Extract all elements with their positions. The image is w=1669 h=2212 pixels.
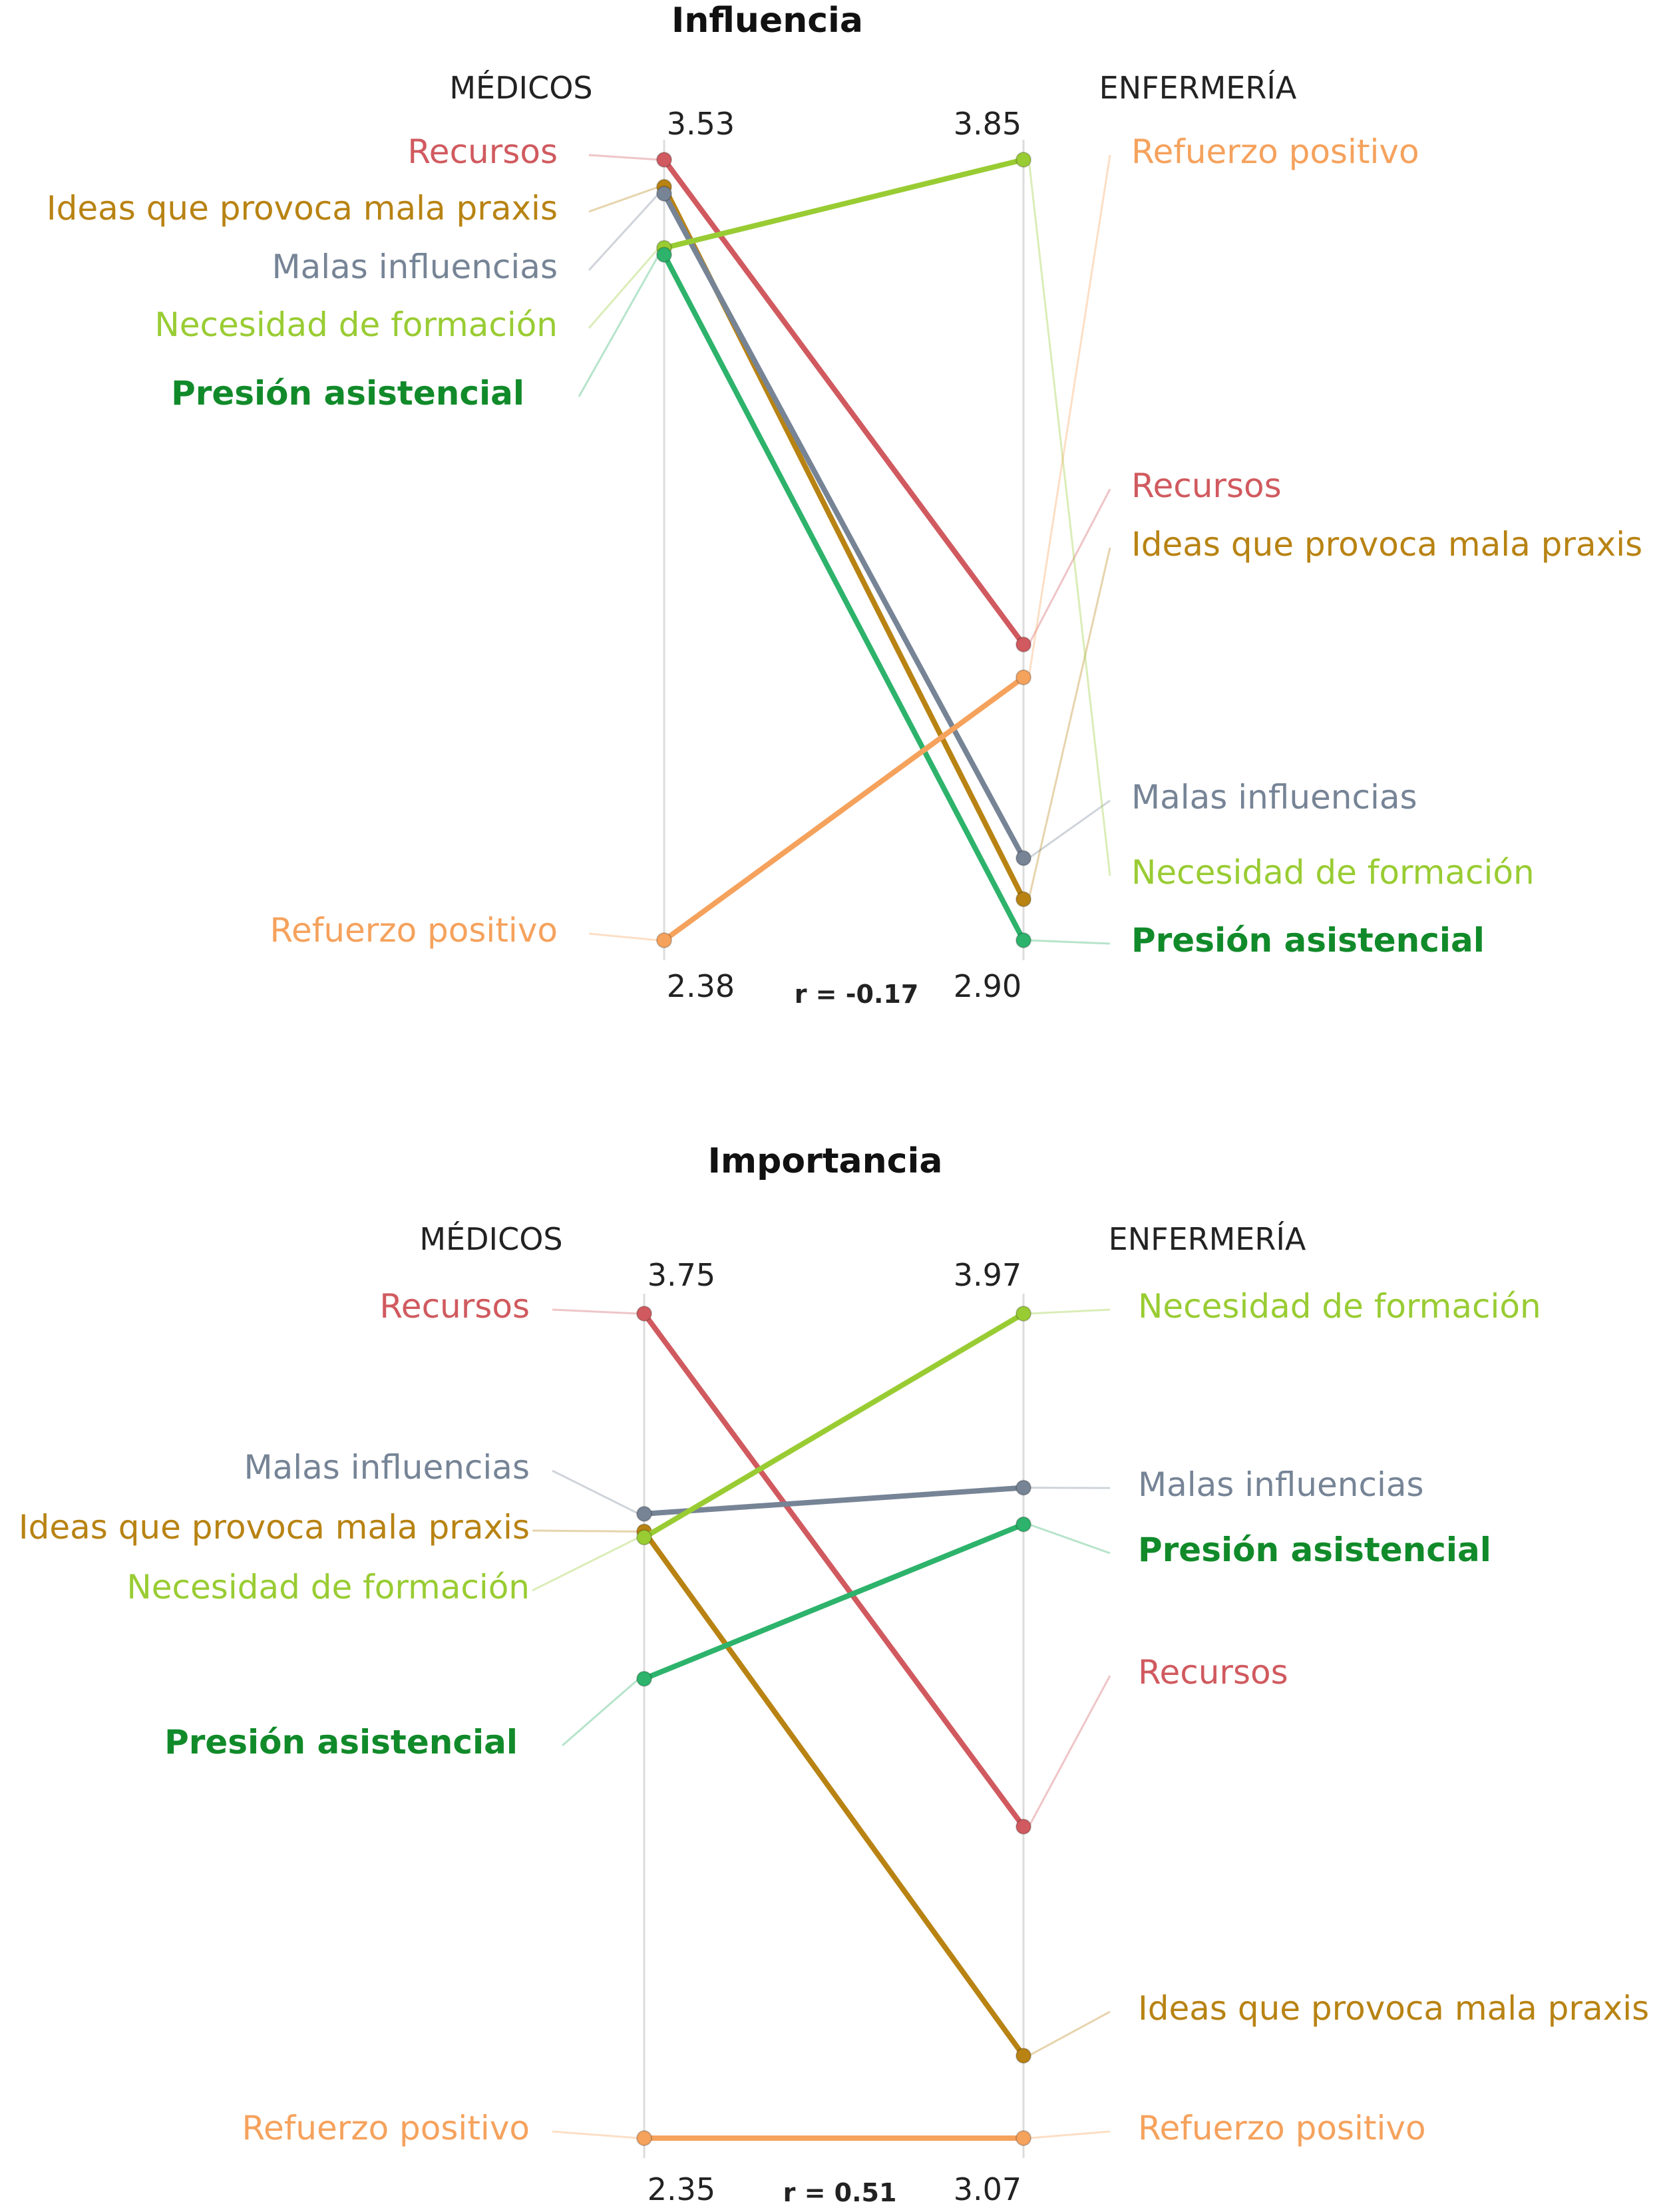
leader-left-recursos xyxy=(552,1310,639,1314)
point-right-necesidad-de-formacion xyxy=(1016,1306,1031,1321)
point-right-recursos xyxy=(1016,637,1031,651)
label-right-malas-influencias: Malas influencias xyxy=(1131,778,1417,817)
label-left-refuerzo-positivo: Refuerzo positivo xyxy=(242,2109,530,2147)
influencia-panel: Influencia MÉDICOS ENFERMERÍA 3.53 3.85 … xyxy=(47,1,1642,1009)
right-max-tick: 3.85 xyxy=(954,106,1021,142)
left-min-tick: 2.35 xyxy=(648,2171,715,2207)
right-group-label: ENFERMERÍA xyxy=(1109,1221,1306,1257)
leader-right-presion-asistencial xyxy=(1029,940,1110,944)
label-left-necesidad-de-formacion: Necesidad de formación xyxy=(126,1568,530,1606)
label-left-malas-influencias: Malas influencias xyxy=(272,248,558,286)
leader-right-necesidad-de-formacion xyxy=(1029,1310,1110,1314)
leader-right-ideas-que-provoca-mala-praxis xyxy=(1029,2012,1110,2056)
label-left-recursos: Recursos xyxy=(407,132,558,171)
point-right-refuerzo-positivo xyxy=(1016,2131,1031,2145)
label-left-ideas-que-provoca-mala-praxis: Ideas que provoca mala praxis xyxy=(47,189,558,228)
label-left-refuerzo-positivo: Refuerzo positivo xyxy=(270,911,558,950)
label-left-recursos: Recursos xyxy=(379,1287,530,1326)
leader-left-ideas-que-provoca-mala-praxis xyxy=(589,187,659,212)
left-max-tick: 3.75 xyxy=(648,1257,715,1293)
importancia-panel: Importancia MÉDICOS ENFERMERÍA 3.75 3.97… xyxy=(19,1141,1649,2207)
label-right-ideas-que-provoca-mala-praxis: Ideas que provoca mala praxis xyxy=(1131,525,1642,564)
point-right-ideas-que-provoca-mala-praxis xyxy=(1016,892,1031,906)
label-left-ideas-que-provoca-mala-praxis: Ideas que provoca mala praxis xyxy=(19,1508,530,1547)
right-max-tick: 3.97 xyxy=(954,1257,1021,1293)
label-left-presion-asistencial: Presión asistencial xyxy=(171,374,524,413)
label-right-recursos: Recursos xyxy=(1138,1653,1288,1692)
label-right-presion-asistencial: Presión asistencial xyxy=(1138,1531,1491,1569)
label-left-presion-asistencial: Presión asistencial xyxy=(164,1723,518,1761)
label-right-refuerzo-positivo: Refuerzo positivo xyxy=(1131,132,1419,171)
leader-right-necesidad-de-formacion xyxy=(1029,160,1110,876)
leader-left-necesidad-de-formacion xyxy=(532,1537,639,1590)
chart-title: Influencia xyxy=(671,1,863,41)
slope-line-recursos xyxy=(644,1314,1023,1827)
leader-right-presion-asistencial xyxy=(1029,1525,1110,1553)
label-left-malas-influencias: Malas influencias xyxy=(244,1448,530,1487)
slope-line-necesidad-de-formacion xyxy=(644,1314,1023,1537)
slope-line-presion-asistencial xyxy=(664,255,1023,940)
point-left-presion-asistencial xyxy=(657,248,671,262)
label-right-recursos: Recursos xyxy=(1131,466,1282,505)
label-right-necesidad-de-formacion: Necesidad de formación xyxy=(1138,1287,1541,1326)
slope-line-presion-asistencial xyxy=(644,1525,1023,1679)
label-right-malas-influencias: Malas influencias xyxy=(1138,1465,1424,1504)
leader-right-recursos xyxy=(1029,1676,1110,1827)
point-left-refuerzo-positivo xyxy=(657,933,671,948)
point-right-presion-asistencial xyxy=(1016,1517,1031,1532)
point-right-presion-asistencial xyxy=(1016,933,1031,948)
chart-title: Importancia xyxy=(708,1141,943,1181)
point-left-recursos xyxy=(637,1306,651,1321)
leader-left-malas-influencias xyxy=(552,1471,639,1514)
right-min-tick: 2.90 xyxy=(954,968,1021,1004)
point-right-malas-influencias xyxy=(1016,851,1031,866)
point-left-necesidad-de-formacion xyxy=(637,1530,651,1545)
label-left-necesidad-de-formacion: Necesidad de formación xyxy=(154,305,558,344)
leader-right-refuerzo-positivo xyxy=(1029,2131,1110,2138)
right-group-label: ENFERMERÍA xyxy=(1099,70,1297,106)
point-right-necesidad-de-formacion xyxy=(1016,152,1031,167)
label-right-necesidad-de-formacion: Necesidad de formación xyxy=(1131,853,1535,892)
slope-line-refuerzo-positivo xyxy=(664,677,1023,940)
label-right-ideas-que-provoca-mala-praxis: Ideas que provoca mala praxis xyxy=(1138,1989,1649,2028)
slope-line-malas-influencias xyxy=(664,194,1023,858)
point-right-refuerzo-positivo xyxy=(1016,670,1031,685)
point-right-ideas-que-provoca-mala-praxis xyxy=(1016,2048,1031,2063)
leader-left-refuerzo-positivo xyxy=(589,934,659,940)
left-max-tick: 3.53 xyxy=(667,106,735,142)
point-left-refuerzo-positivo xyxy=(637,2131,651,2145)
leader-left-recursos xyxy=(589,155,659,160)
left-min-tick: 2.38 xyxy=(667,968,735,1004)
correlation-label: r = -0.17 xyxy=(795,980,919,1009)
leader-right-malas-influencias xyxy=(1029,801,1110,858)
right-min-tick: 3.07 xyxy=(954,2171,1021,2207)
point-left-recursos xyxy=(657,152,671,167)
label-right-refuerzo-positivo: Refuerzo positivo xyxy=(1138,2109,1426,2147)
label-right-presion-asistencial: Presión asistencial xyxy=(1131,921,1485,960)
point-left-malas-influencias xyxy=(657,186,671,201)
slope-line-necesidad-de-formacion xyxy=(664,160,1023,248)
leader-left-presion-asistencial xyxy=(562,1679,639,1746)
leader-left-refuerzo-positivo xyxy=(552,2131,639,2138)
point-right-recursos xyxy=(1016,1819,1031,1834)
correlation-label: r = 0.51 xyxy=(783,2178,897,2207)
slope-line-ideas-que-provoca-mala-praxis xyxy=(644,1531,1023,2056)
point-right-malas-influencias xyxy=(1016,1481,1031,1495)
left-group-label: MÉDICOS xyxy=(419,1221,562,1257)
point-left-presion-asistencial xyxy=(637,1672,651,1686)
left-group-label: MÉDICOS xyxy=(449,70,592,106)
point-left-malas-influencias xyxy=(637,1507,651,1521)
